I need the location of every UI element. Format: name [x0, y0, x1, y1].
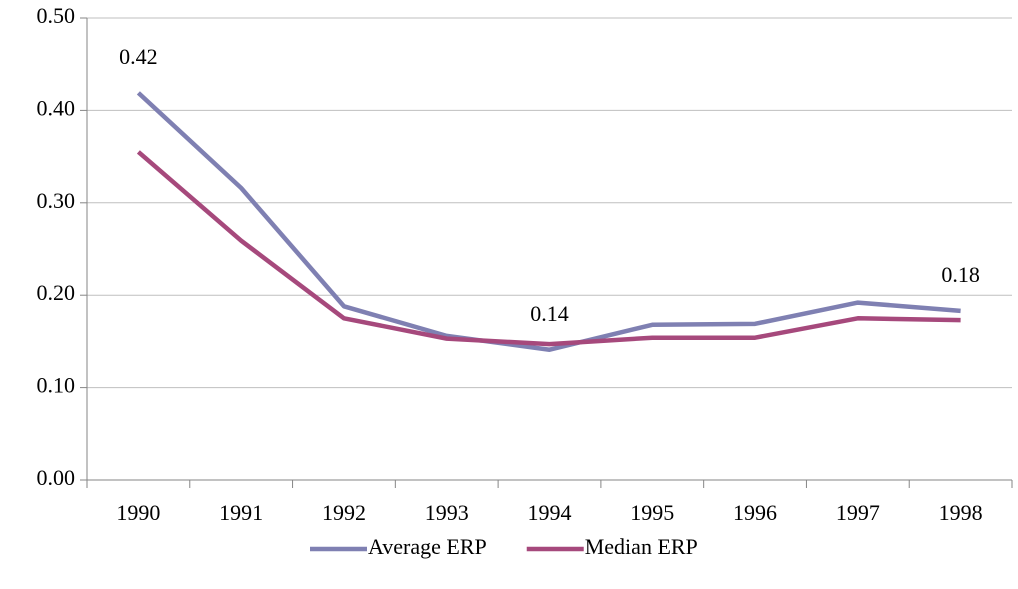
x-tick-label: 1998 — [939, 500, 983, 525]
y-tick-label: 0.20 — [37, 280, 76, 305]
x-tick-label: 1991 — [219, 500, 263, 525]
y-tick-label: 0.40 — [37, 95, 76, 120]
legend-label: Average ERP — [368, 534, 487, 559]
x-tick-label: 1995 — [630, 500, 674, 525]
x-tick-label: 1993 — [425, 500, 469, 525]
y-tick-label: 0.00 — [37, 465, 76, 490]
y-tick-label: 0.10 — [37, 373, 76, 398]
series-line — [136, 150, 961, 347]
x-tick-label: 1992 — [322, 500, 366, 525]
x-tick-label: 1990 — [116, 500, 160, 525]
data-label: 0.14 — [530, 301, 569, 326]
x-tick-label: 1996 — [733, 500, 777, 525]
x-tick-label: 1994 — [528, 500, 572, 525]
legend-label: Median ERP — [585, 534, 698, 559]
data-label: 0.18 — [941, 262, 980, 287]
series-line — [136, 91, 961, 352]
x-tick-label: 1997 — [836, 500, 880, 525]
data-label: 0.42 — [119, 44, 158, 69]
y-tick-label: 0.30 — [37, 188, 76, 213]
y-tick-label: 0.50 — [37, 3, 76, 28]
